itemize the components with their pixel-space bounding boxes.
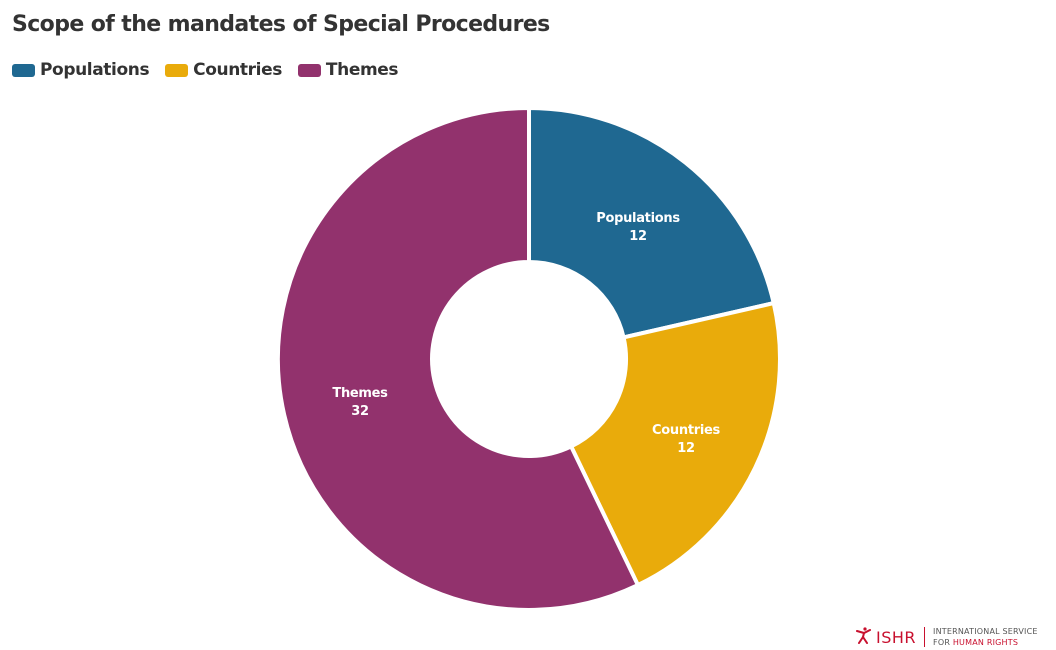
ishr-logo: ISHR INTERNATIONAL SERVICE FOR HUMAN RIG… [856, 626, 1038, 648]
legend-label: Countries [193, 60, 282, 80]
legend-item-populations[interactable]: Populations [12, 60, 150, 80]
person-figure-icon [856, 626, 872, 648]
slice-value-themes: 32 [351, 404, 369, 419]
slice-value-countries: 12 [677, 441, 695, 456]
logo-tagline: INTERNATIONAL SERVICE FOR HUMAN RIGHTS [933, 626, 1038, 648]
logo-line-2-prefix: FOR [933, 638, 953, 647]
slice-themes[interactable] [275, 106, 640, 612]
legend-swatch-countries [165, 63, 189, 77]
logo-line-1: INTERNATIONAL SERVICE [933, 627, 1038, 636]
legend-swatch-themes [297, 63, 321, 77]
slice-label-populations: Populations [596, 211, 680, 226]
legend-label: Themes [325, 60, 399, 80]
slice-value-populations: 12 [629, 229, 647, 244]
legend-item-themes[interactable]: Themes [297, 60, 399, 80]
legend-item-countries[interactable]: Countries [165, 60, 282, 80]
logo-line-2: FOR HUMAN RIGHTS [933, 637, 1038, 648]
logo-divider [924, 627, 926, 647]
logo-line-2-highlight: HUMAN RIGHTS [952, 638, 1019, 647]
slice-label-countries: Countries [652, 423, 720, 438]
logo-name: ISHR [876, 627, 917, 647]
legend-label: Populations [40, 60, 150, 80]
legend: Populations Countries Themes [12, 60, 399, 80]
slice-populations[interactable] [527, 106, 776, 340]
chart-title: Scope of the mandates of Special Procedu… [12, 12, 550, 37]
legend-swatch-populations [12, 63, 35, 77]
slice-label-themes: Themes [332, 386, 388, 401]
slice-countries[interactable] [569, 301, 782, 588]
